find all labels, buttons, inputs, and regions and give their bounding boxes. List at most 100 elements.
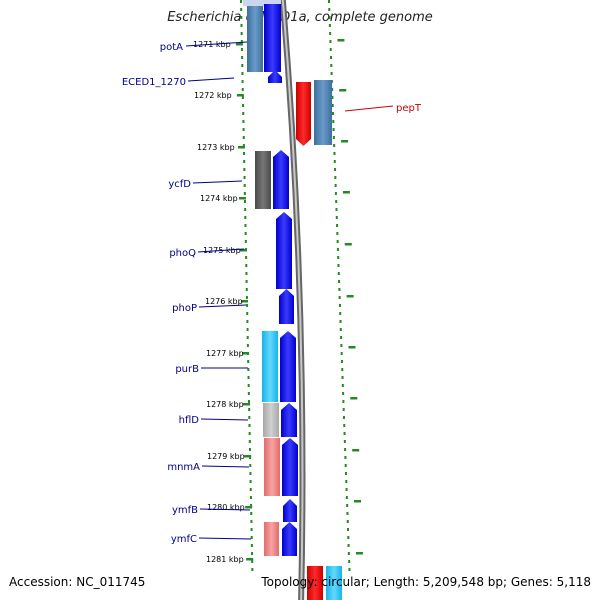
major-tick-right xyxy=(337,39,345,42)
scale-tick-label: 1272 kbp xyxy=(194,91,232,100)
tick-dot xyxy=(342,400,345,403)
gene-label-mnmA: mnmA xyxy=(167,462,200,473)
tick-dot xyxy=(248,424,251,427)
tick-dot xyxy=(240,0,242,3)
major-tick-right xyxy=(354,500,362,503)
tick-dot xyxy=(339,312,342,315)
feature-potA-gene xyxy=(264,0,281,72)
feature-pepT-operon xyxy=(314,80,332,145)
scale-tick-label: 1279 kbp xyxy=(207,452,245,461)
major-tick-left xyxy=(238,197,246,200)
tick-dot xyxy=(247,376,250,379)
tick-dot xyxy=(246,304,249,307)
tick-dot xyxy=(241,96,244,99)
feature-ycfD-gene xyxy=(273,150,289,209)
tick-dot xyxy=(329,40,332,43)
major-tick-left xyxy=(236,94,244,97)
tick-dot xyxy=(329,32,332,35)
tick-dot xyxy=(250,528,253,531)
tick-dot xyxy=(251,552,254,555)
major-tick-right xyxy=(355,552,363,555)
tick-dot xyxy=(338,280,341,283)
gene-label-purB: purB xyxy=(175,364,199,375)
tick-dot xyxy=(244,240,247,243)
major-tick-right xyxy=(348,346,356,349)
feature-ycfD-operon xyxy=(255,151,271,209)
tick-dot xyxy=(342,408,345,411)
tick-dot xyxy=(331,88,334,91)
feature-potA-top xyxy=(243,0,265,6)
gene-label-ymfB: ymfB xyxy=(172,505,198,516)
gene-label-ycfD: ycfD xyxy=(168,179,191,190)
tick-dot xyxy=(336,224,339,227)
tick-dot xyxy=(242,104,245,107)
feature-bottom-reverse xyxy=(307,566,323,600)
feature-purB-operon xyxy=(262,331,278,402)
tick-dot xyxy=(338,296,341,299)
tick-dot xyxy=(345,488,348,491)
tick-dot xyxy=(242,120,245,123)
tick-dot xyxy=(331,104,334,107)
tick-dot xyxy=(347,552,350,555)
tick-dot xyxy=(336,232,339,235)
feature-ymfC-gene xyxy=(282,522,297,556)
tick-dot xyxy=(343,424,346,427)
major-tick-left xyxy=(237,146,245,149)
tick-dot xyxy=(241,64,244,67)
tick-dot xyxy=(338,304,341,307)
major-tick-left xyxy=(245,506,253,509)
tick-dot xyxy=(343,432,346,435)
tick-dot xyxy=(346,520,349,523)
scale-tick-label: 1274 kbp xyxy=(200,194,238,203)
feature-mnmA-gene xyxy=(282,438,298,496)
gene-label-phoQ: phoQ xyxy=(169,248,196,259)
tick-dot xyxy=(344,472,347,475)
tick-dot xyxy=(340,336,343,339)
tick-dot xyxy=(241,88,244,91)
tick-dot xyxy=(247,368,250,371)
tick-dot xyxy=(346,504,349,507)
tick-dot xyxy=(240,16,243,19)
feature-ymfC-operon xyxy=(264,522,279,556)
tick-dot xyxy=(340,344,343,347)
tick-dot xyxy=(337,272,340,275)
tick-dot xyxy=(336,240,339,243)
tick-dot xyxy=(328,8,331,11)
map-title: Escherichia coli ED1a, complete genome xyxy=(167,10,433,25)
tick-dot xyxy=(331,96,334,99)
gene-leader-line xyxy=(344,105,394,112)
tick-dot xyxy=(242,128,245,131)
tick-dot xyxy=(241,72,244,75)
tick-dot xyxy=(249,496,252,499)
tick-dot xyxy=(333,144,336,147)
feature-pepT-gene xyxy=(296,82,311,146)
gene-leader-line xyxy=(185,41,248,47)
tick-dot xyxy=(248,440,251,443)
tick-dot xyxy=(333,152,336,155)
tick-dot xyxy=(249,464,252,467)
tick-dot xyxy=(345,496,348,499)
tick-dot xyxy=(248,400,250,403)
scale-tick-label: 1278 kbp xyxy=(206,400,244,409)
gene-label-potA: potA xyxy=(160,42,183,53)
gene-label-phoP: phoP xyxy=(172,303,197,314)
tick-dot xyxy=(247,392,250,395)
tick-dot xyxy=(344,456,347,459)
tick-dot xyxy=(240,40,243,43)
major-tick-left xyxy=(246,558,254,561)
topology-label: Topology: circular; Length: 5,209,548 bp… xyxy=(261,575,591,589)
tick-dot xyxy=(341,376,344,379)
gene-leader-line xyxy=(187,77,235,82)
tick-dot xyxy=(348,568,351,571)
tick-dot xyxy=(344,464,347,467)
major-tick-left xyxy=(240,249,247,252)
major-tick-left xyxy=(243,403,251,406)
tick-dot xyxy=(250,520,253,523)
tick-dot xyxy=(340,352,343,355)
tick-dot xyxy=(333,160,336,163)
gene-leader-line xyxy=(192,180,243,184)
tick-dot xyxy=(330,64,333,67)
tick-dot xyxy=(246,336,249,339)
gene-label-ECED1_1270: ECED1_1270 xyxy=(122,77,186,88)
